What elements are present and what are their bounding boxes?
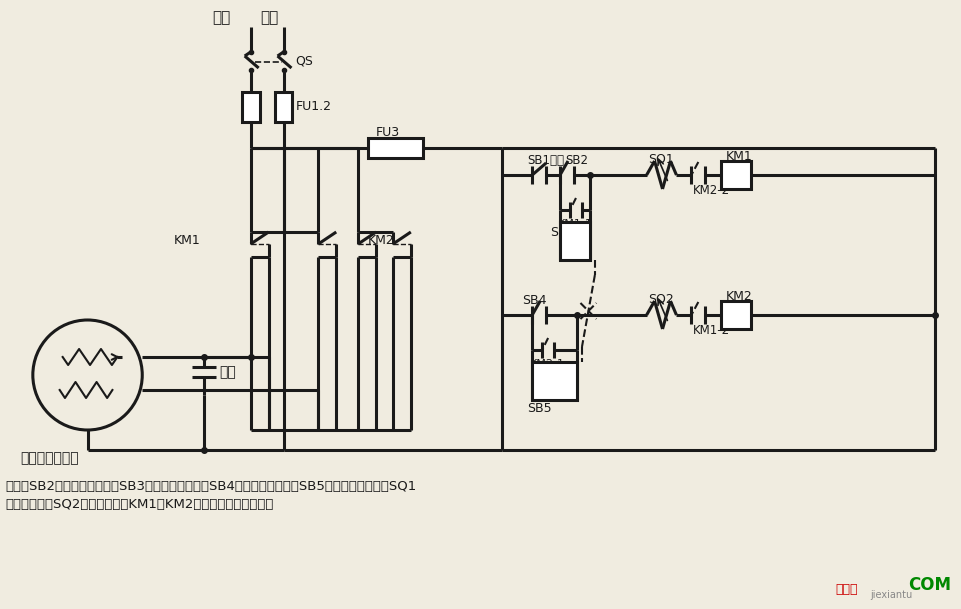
Text: KM2-2: KM2-2 <box>693 185 729 197</box>
Text: 火线: 火线 <box>211 10 230 26</box>
Text: SB5: SB5 <box>527 401 552 415</box>
Text: SB4: SB4 <box>522 294 546 306</box>
Text: COM: COM <box>907 576 950 594</box>
Text: KM1-1: KM1-1 <box>557 219 592 229</box>
Bar <box>241 92 259 122</box>
Bar <box>721 161 751 189</box>
Text: 为最高限位，SQ2为最低限位。KM1、KM2可用中间继电器代替。: 为最高限位，SQ2为最低限位。KM1、KM2可用中间继电器代替。 <box>5 499 273 512</box>
Text: KM1-2: KM1-2 <box>693 325 729 337</box>
Text: KM2: KM2 <box>726 290 752 303</box>
Text: FU1.2: FU1.2 <box>295 99 332 113</box>
Text: 单相电容电动机: 单相电容电动机 <box>20 451 79 465</box>
Text: QS: QS <box>295 54 313 68</box>
Bar <box>559 222 589 260</box>
Text: KM1: KM1 <box>726 150 752 163</box>
Bar <box>531 362 577 400</box>
Text: KM1: KM1 <box>174 233 201 247</box>
Bar <box>274 92 292 122</box>
Bar <box>368 138 422 158</box>
Text: 说明：SB2为上升启动按钮，SB3为上升点动按钮，SB4为下降启动按钮，SB5为下降点动按钮；SQ1: 说明：SB2为上升启动按钮，SB3为上升点动按钮，SB4为下降启动按钮，SB5为… <box>5 479 416 493</box>
Text: KM2-1: KM2-1 <box>530 359 565 369</box>
Text: SQ2: SQ2 <box>648 292 674 306</box>
Text: 电容: 电容 <box>218 365 235 379</box>
Text: 零线: 零线 <box>260 10 279 26</box>
Text: SQ1: SQ1 <box>648 152 674 166</box>
Text: 接线图: 接线图 <box>835 583 857 596</box>
Text: jiexiantu: jiexiantu <box>870 590 912 600</box>
Text: SB3: SB3 <box>550 225 574 239</box>
Text: FU3: FU3 <box>376 125 400 138</box>
Text: SB1停止: SB1停止 <box>527 155 564 167</box>
Bar <box>721 301 751 329</box>
Text: KM2: KM2 <box>368 233 394 247</box>
Text: SB2: SB2 <box>564 155 587 167</box>
